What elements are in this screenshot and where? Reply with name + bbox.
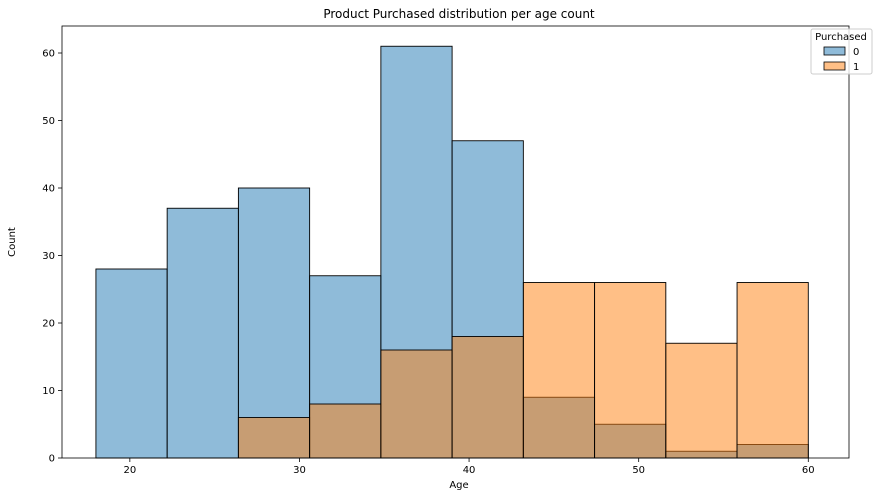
- x-axis-label: Age: [449, 480, 468, 491]
- x-tick-label: 50: [632, 465, 645, 476]
- chart-title: Product Purchased distribution per age c…: [323, 7, 595, 21]
- x-axis-ticks: 20 30 40 50 60: [123, 458, 815, 476]
- x-tick-label: 20: [123, 465, 136, 476]
- bar-series-0-bin-1: [166, 207, 239, 459]
- legend-label-1: 1: [853, 62, 859, 73]
- y-tick-label: 60: [42, 49, 55, 60]
- bar-series-1-bin-4: [380, 349, 453, 459]
- x-tick-label: 60: [802, 465, 815, 476]
- bar-series-1-bin-9: [736, 282, 809, 459]
- legend-swatch-0: [823, 46, 846, 56]
- y-tick-label: 50: [42, 116, 55, 127]
- x-tick-label: 40: [463, 465, 476, 476]
- y-tick-label: 20: [42, 319, 55, 330]
- bars-layer: [95, 45, 809, 459]
- bar-series-0-bin-0: [95, 268, 168, 459]
- legend-title: Purchased: [815, 32, 867, 43]
- y-axis-ticks: 0 10 20 30 40 50 60: [42, 49, 62, 465]
- bar-series-1-bin-5: [451, 336, 524, 459]
- bar-series-1-bin-7: [594, 282, 667, 459]
- y-tick-label: 10: [42, 386, 55, 397]
- legend-label-0: 0: [853, 47, 859, 58]
- bar-series-0-bin-2: [237, 187, 311, 459]
- bar-series-1-bin-3: [309, 403, 382, 459]
- bar-series-1-bin-2: [237, 417, 311, 459]
- y-tick-label: 40: [42, 184, 55, 195]
- y-tick-label: 30: [42, 251, 55, 262]
- y-axis-label: Count: [7, 227, 18, 257]
- legend-swatch-1: [823, 61, 846, 71]
- legend: Purchased 0 1: [810, 28, 873, 75]
- plot-frame: [61, 25, 850, 459]
- x-tick-label: 30: [293, 465, 306, 476]
- bar-series-1-bin-6: [522, 282, 596, 459]
- bar-series-1-bin-8: [665, 342, 738, 459]
- y-tick-label: 0: [49, 454, 55, 465]
